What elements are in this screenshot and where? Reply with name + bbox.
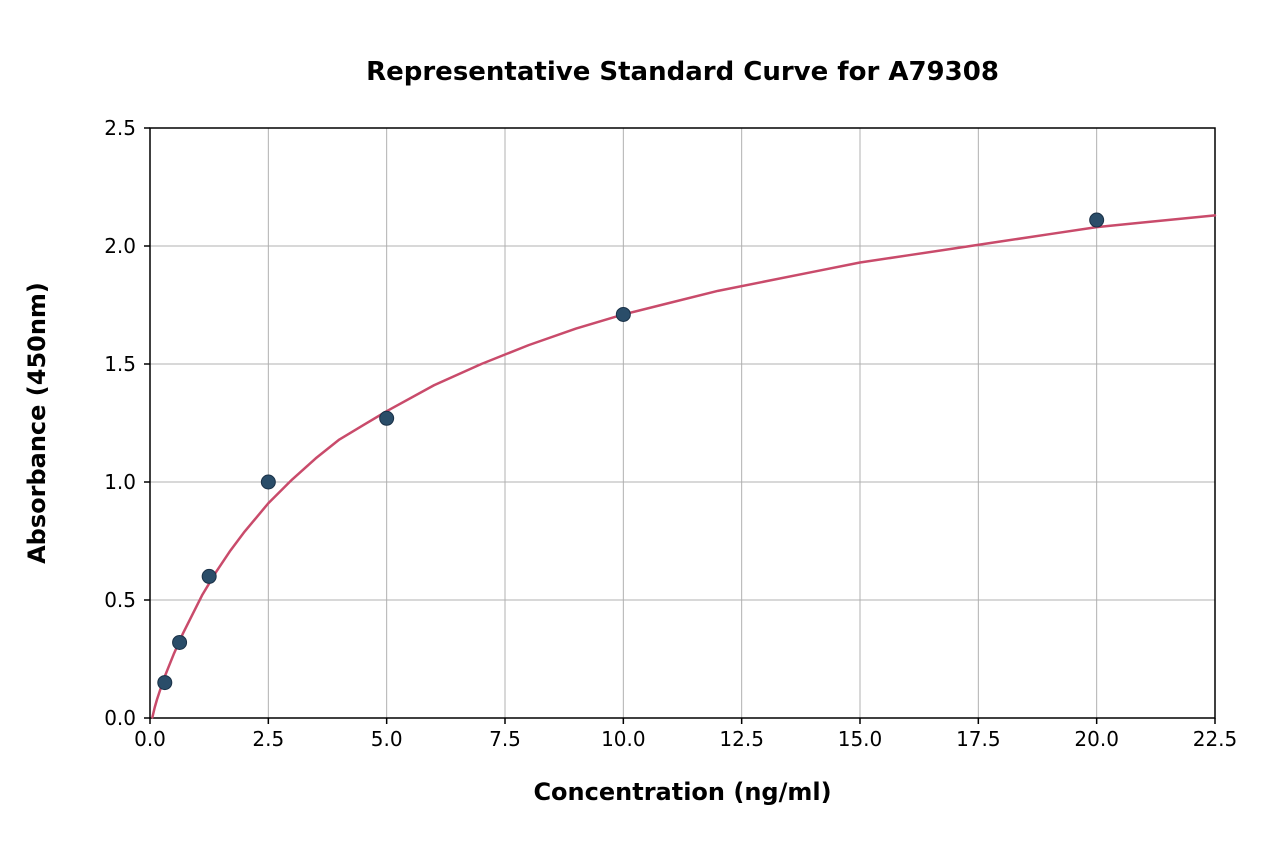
plot-area bbox=[150, 128, 1215, 718]
data-point bbox=[158, 676, 172, 690]
y-tick-label: 2.5 bbox=[104, 116, 136, 140]
x-tick-label: 15.0 bbox=[838, 727, 883, 751]
data-point bbox=[380, 411, 394, 425]
chart-title: Representative Standard Curve for A79308 bbox=[366, 57, 999, 87]
x-tick-label: 5.0 bbox=[371, 727, 403, 751]
y-tick-label: 2.0 bbox=[104, 234, 136, 258]
data-point bbox=[616, 307, 630, 321]
y-axis-label: Absorbance (450nm) bbox=[23, 282, 51, 564]
x-tick-label: 2.5 bbox=[252, 727, 284, 751]
data-point bbox=[173, 635, 187, 649]
x-tick-label: 17.5 bbox=[956, 727, 1001, 751]
data-point bbox=[202, 569, 216, 583]
y-tick-label: 0.5 bbox=[104, 588, 136, 612]
x-tick-label: 10.0 bbox=[601, 727, 646, 751]
y-tick-label: 0.0 bbox=[104, 706, 136, 730]
chart-container: 0.0 2.5 5.0 7.5 10.0 12.5 15.0 17.5 20.0 22.5 0.0 0… bbox=[0, 0, 1280, 845]
data-point bbox=[261, 475, 275, 489]
data-point bbox=[1090, 213, 1104, 227]
x-tick-label: 0.0 bbox=[134, 727, 166, 751]
x-tick-label: 20.0 bbox=[1074, 727, 1119, 751]
x-tick-label: 12.5 bbox=[719, 727, 764, 751]
y-tick-label: 1.5 bbox=[104, 352, 136, 376]
x-tick-label: 22.5 bbox=[1193, 727, 1238, 751]
y-tick-label: 1.0 bbox=[104, 470, 136, 494]
x-axis-label: Concentration (ng/ml) bbox=[533, 778, 831, 806]
standard-curve-chart: 0.0 2.5 5.0 7.5 10.0 12.5 15.0 17.5 20.0 22.5 0.0 0… bbox=[0, 0, 1280, 845]
x-tick-label: 7.5 bbox=[489, 727, 521, 751]
